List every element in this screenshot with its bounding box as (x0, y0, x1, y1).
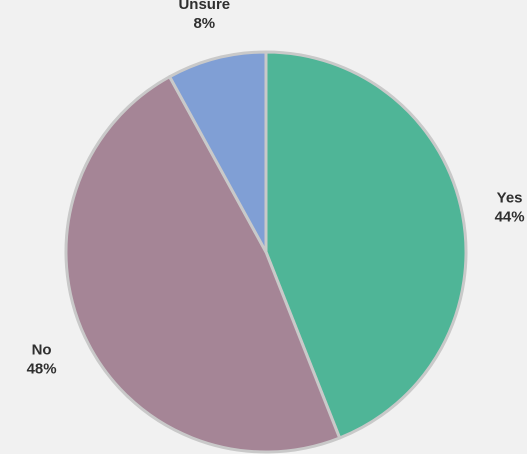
pie-labels: Yes 44% No 48% Unsure 8% (27, 0, 525, 378)
pie-slice-unsure (168, 50, 268, 254)
slice-label-no: No (32, 342, 52, 359)
pie-slices (64, 50, 468, 454)
pie-slice-yes (264, 50, 468, 440)
slice-label-unsure: Unsure (178, 0, 230, 13)
slice-value-unsure: 8% (193, 15, 215, 32)
slice-value-no: 48% (27, 361, 57, 378)
slice-value-yes: 44% (495, 209, 525, 226)
pie-slice-no (64, 75, 342, 454)
slice-label-yes: Yes (497, 190, 523, 207)
